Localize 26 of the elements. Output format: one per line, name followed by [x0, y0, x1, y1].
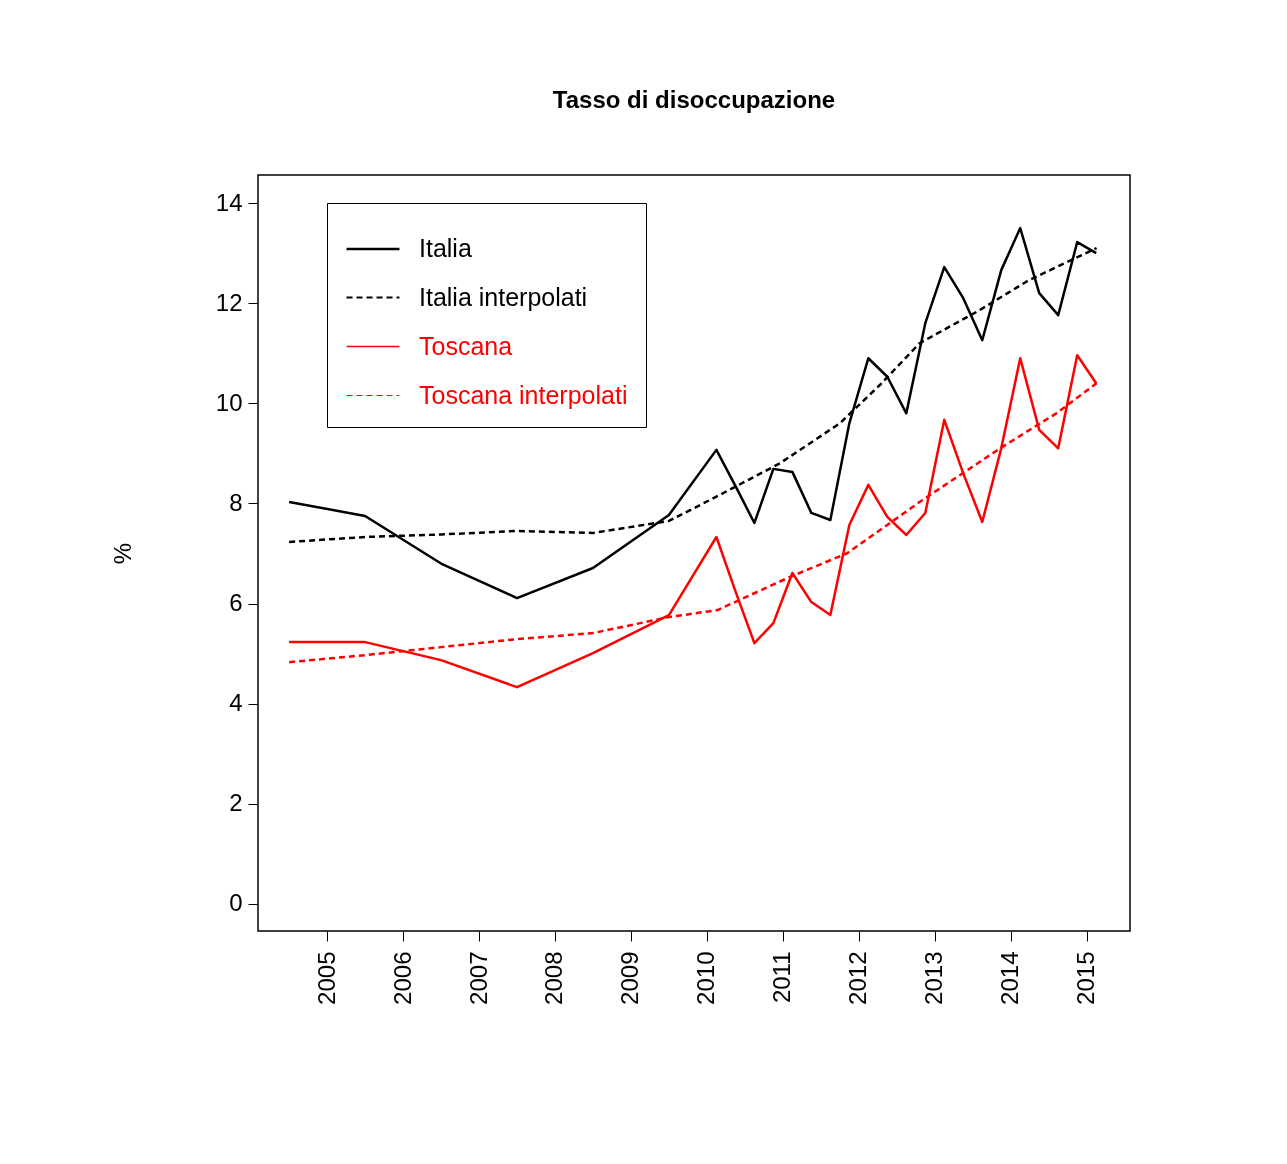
y-axis-title: % [108, 542, 136, 565]
y-tick-label: 2 [229, 789, 243, 817]
y-tick-label: 14 [215, 188, 243, 216]
legend-label: Toscana interpolati [419, 380, 628, 409]
x-tick-label: 2015 [1072, 951, 1100, 1005]
y-tick-label: 0 [229, 889, 243, 917]
x-tick-label: 2014 [996, 951, 1024, 1005]
x-tick-label: 2010 [692, 951, 720, 1005]
x-tick-label: 2013 [920, 951, 948, 1005]
x-tick-label: 2008 [540, 951, 568, 1005]
legend-label: Italia [419, 234, 472, 262]
x-tick-label: 2009 [616, 951, 644, 1005]
x-tick-label: 2005 [312, 951, 340, 1005]
y-tick-label: 6 [229, 589, 243, 617]
y-tick-label: 10 [215, 388, 243, 416]
x-tick-label: 2011 [768, 951, 796, 1004]
legend-label: Italia interpolati [419, 282, 588, 311]
y-tick-label: 4 [229, 689, 243, 717]
y-tick-label: 12 [215, 288, 243, 316]
legend-label: Toscana [419, 331, 513, 360]
x-tick-label: 2012 [844, 951, 872, 1005]
chart-title: Tasso di disoccupazione [552, 86, 836, 113]
x-tick-label: 2007 [464, 951, 492, 1005]
line-series [287, 226, 1098, 600]
x-tick-label: 2006 [388, 951, 416, 1005]
y-tick-label: 8 [229, 488, 243, 516]
